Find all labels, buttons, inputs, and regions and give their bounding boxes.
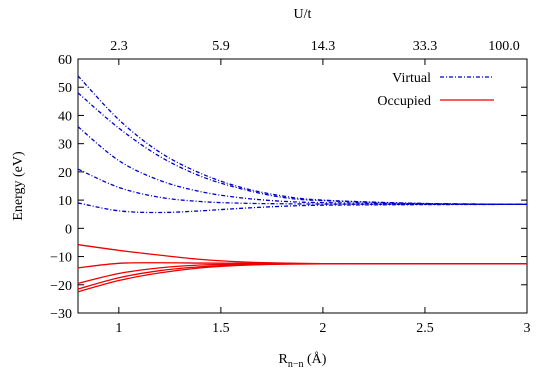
- y-axis-label: Energy (eV): [11, 151, 26, 221]
- top-tick-label: 5.9: [212, 39, 230, 54]
- y-tick-label: 50: [58, 81, 72, 96]
- y-tick-label: 10: [58, 194, 72, 209]
- y-tick-label: 0: [65, 222, 72, 237]
- y-tick-label: −30: [50, 307, 72, 322]
- occupied-series-line: [77, 244, 527, 265]
- top-tick-label: 2.3: [110, 39, 128, 54]
- x-tick-label: 2: [319, 321, 326, 336]
- y-tick-label: −10: [50, 251, 72, 266]
- virtual-series-line: [77, 126, 528, 205]
- occupied-series-line: [77, 262, 528, 293]
- x-axis-label-subscript: n−n: [288, 359, 304, 370]
- y-tick-label: 60: [58, 53, 72, 68]
- x-axis-label: Rn−n (Å): [279, 351, 327, 370]
- x-tick-label: 3: [524, 321, 531, 336]
- x-axis-label-unit: (Å): [307, 351, 327, 367]
- x-tick-label: 1: [115, 321, 122, 336]
- y-tick-label: 40: [58, 109, 72, 124]
- virtual-series-line: [77, 75, 528, 205]
- top-tick-label: 100.0: [488, 39, 520, 54]
- y-tick-label: 20: [58, 166, 72, 181]
- series-layer: [77, 75, 528, 293]
- top-tick-label: 33.3: [413, 39, 438, 54]
- ticks-layer: 1 1.5 2 2.5 3 60 50 40 30 20 10 0 −10 −20 −30 2.3 5.9 14.…: [50, 39, 530, 336]
- top-tick-label: 14.3: [311, 39, 336, 54]
- virtual-series-line: [77, 92, 528, 205]
- virtual-series-line: [77, 202, 528, 214]
- top-axis-label: U/t: [294, 7, 312, 22]
- plot-frame: [77, 58, 528, 314]
- x-tick-label: 2.5: [416, 321, 434, 336]
- x-tick-label: 1.5: [212, 321, 230, 336]
- legend-label-virtual: Virtual: [392, 71, 431, 86]
- x-axis-label-main: R: [279, 352, 289, 367]
- legend-label-occupied: Occupied: [377, 94, 431, 109]
- y-tick-label: −20: [50, 279, 72, 294]
- occupied-series-line: [77, 262, 527, 290]
- occupied-series-line: [77, 262, 527, 285]
- y-tick-label: 30: [58, 138, 72, 153]
- legend: Virtual Occupied: [377, 71, 494, 109]
